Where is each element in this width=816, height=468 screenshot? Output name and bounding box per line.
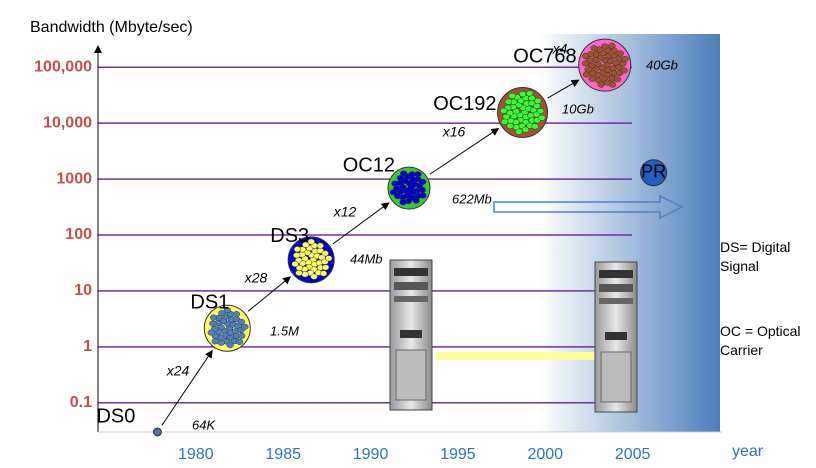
bubble-dot <box>292 261 299 267</box>
bubble-dot <box>507 123 514 129</box>
bubble-label: OC12 <box>343 154 395 176</box>
bubble <box>153 428 161 436</box>
y-tick-label: 10 <box>74 282 92 299</box>
bubble-dot <box>601 44 608 50</box>
bubble-dot <box>296 270 303 276</box>
bubble-dot <box>533 103 540 109</box>
bubble-dot <box>208 330 215 336</box>
bubble-dot <box>209 321 216 327</box>
bubble-dot <box>617 51 624 57</box>
x-axis-label: year <box>732 443 764 460</box>
y-axis-label: Bandwidth (Mbyte/sec) <box>30 19 193 36</box>
bubble-label: DS0 <box>96 405 135 427</box>
bubble-dot <box>325 256 332 262</box>
bubble-dot <box>591 45 598 51</box>
bubble-dot <box>589 76 596 82</box>
bubble-dot <box>621 68 628 74</box>
bubble-label: PR <box>641 161 666 181</box>
note: DS= Digital Signal <box>720 238 816 276</box>
bubble-dot <box>583 72 590 78</box>
y-tick-label: 1000 <box>56 170 92 187</box>
bubble-dot <box>238 319 245 325</box>
bubble-dot <box>582 53 589 59</box>
bubble-dot <box>537 108 544 114</box>
multiplier: x12 <box>333 204 357 220</box>
bubble-dot <box>505 99 512 105</box>
bubble-dot <box>322 251 329 257</box>
bubble-dot <box>390 189 397 195</box>
bubble-dot <box>419 187 426 193</box>
bubble-dot <box>519 91 526 97</box>
bubble-dot <box>585 67 592 73</box>
bubble-dot <box>294 246 301 252</box>
bubble-dot <box>614 76 621 82</box>
bubble-dot <box>210 315 217 321</box>
note: OC = Optical Carrier <box>720 322 816 360</box>
x-tick-label: 1990 <box>353 446 389 463</box>
rate-label: 40Gb <box>646 57 678 72</box>
bubble-dot <box>317 243 324 249</box>
rate-label: 44Mb <box>350 251 383 266</box>
bubble-dot <box>241 324 248 330</box>
bubble-label: OC192 <box>433 93 496 115</box>
x-tick-label: 1985 <box>265 446 301 463</box>
bubble-dot <box>236 339 243 345</box>
multiplier: x24 <box>166 363 190 379</box>
bubble-dot <box>532 124 539 130</box>
bubble-dot <box>311 274 318 280</box>
y-tick-label: 1 <box>83 338 92 355</box>
bubble-dot <box>302 272 309 278</box>
page: Bandwidth (Mbyte/sec) year 0.1 1 10 100 1000… <box>0 0 816 468</box>
bubble-label: DS3 <box>270 225 309 247</box>
bubble-dot <box>322 265 329 271</box>
bubble-dot <box>320 271 327 277</box>
bubble-dot <box>413 198 420 204</box>
bubble-dot <box>233 311 240 317</box>
bubble-dot <box>538 115 545 121</box>
x-tick-label: 2000 <box>527 446 563 463</box>
y-tick-label: 100 <box>65 226 92 243</box>
bubble-dot <box>609 82 616 88</box>
bubble-dot <box>516 129 523 135</box>
y-tick-label: 0.1 <box>70 394 92 411</box>
bubble-dot <box>414 172 421 178</box>
bubble-dot <box>500 108 507 114</box>
bubble-dot <box>238 333 245 339</box>
x-tick-label: 1995 <box>440 446 476 463</box>
bubble-dot <box>400 171 407 177</box>
bubble-dot <box>392 181 399 187</box>
bubble-dot <box>598 82 605 88</box>
bubble-dot <box>526 91 533 97</box>
rate-label: 622Mb <box>452 191 492 206</box>
y-tick-label: 100,000 <box>34 58 92 75</box>
multiplier: x28 <box>244 270 268 286</box>
bubble-dot <box>218 340 225 346</box>
rate-label: 1.5M <box>270 323 299 338</box>
bubble-dot <box>522 127 529 133</box>
bubble-dot <box>293 252 300 258</box>
bubble-label: DS1 <box>190 292 229 314</box>
bubble-dot <box>400 199 407 205</box>
bubble-dot <box>227 342 234 348</box>
rate-label: 64K <box>192 417 216 432</box>
chart: Bandwidth (Mbyte/sec) year 0.1 1 10 100 1000… <box>0 0 816 468</box>
x-tick-label: 1980 <box>178 446 214 463</box>
rate-label: 10Gb <box>562 101 594 116</box>
bubble-dot <box>509 93 516 99</box>
link-bar <box>436 352 598 360</box>
bubble-dot <box>212 339 219 345</box>
bubble-dot <box>501 119 508 125</box>
bubble-dot <box>622 56 629 62</box>
multiplier: x16 <box>442 124 466 140</box>
bubble-dot <box>582 61 589 67</box>
bubble-dot <box>419 179 426 185</box>
y-tick-label: 10,000 <box>43 114 92 131</box>
server <box>390 260 432 410</box>
bubble-dot <box>534 98 541 104</box>
multiplier: x4 <box>552 41 568 57</box>
x-tick-label: 2005 <box>615 446 651 463</box>
bubble-dot <box>608 43 615 49</box>
bubble-dot <box>420 193 427 199</box>
server <box>595 262 637 412</box>
